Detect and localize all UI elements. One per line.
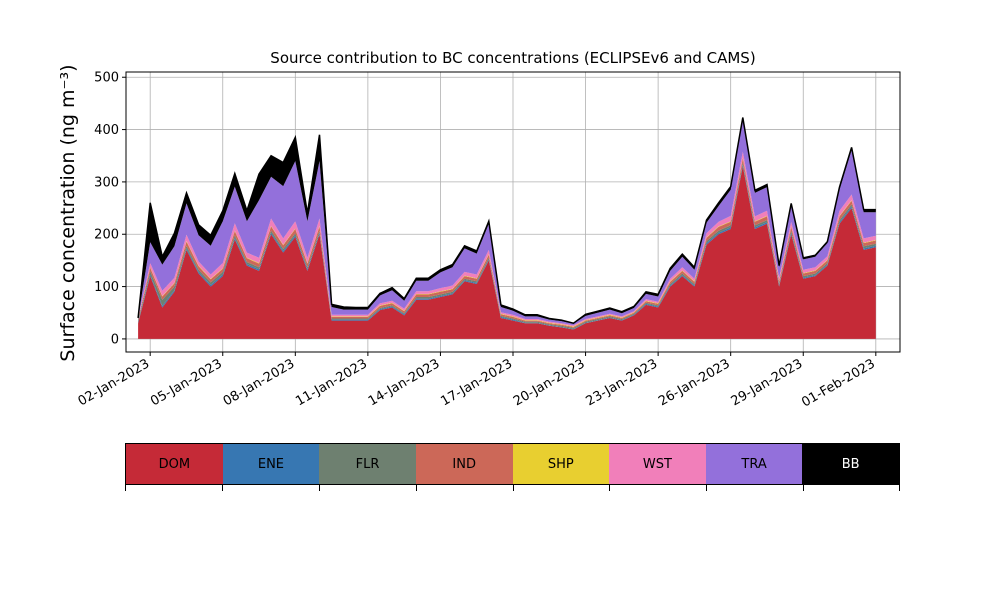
legend-tick xyxy=(706,485,707,491)
area-dom xyxy=(138,166,876,339)
y-tick-label: 300 xyxy=(94,175,119,190)
legend-cell-ene: ENE xyxy=(222,444,320,484)
y-tick-label: 100 xyxy=(94,280,119,295)
legend-ticks xyxy=(125,485,900,491)
x-tick-label: 29-Jan-2023 xyxy=(729,356,806,409)
x-tick-label: 01-Feb-2023 xyxy=(799,356,878,410)
legend-tick xyxy=(125,485,126,491)
chart-title: Source contribution to BC concentrations… xyxy=(270,49,756,67)
legend-cell-bb: BB xyxy=(802,444,899,484)
y-axis-label: Surface concentration (ng m⁻³) xyxy=(57,64,79,362)
total-line xyxy=(137,117,876,325)
x-tick-label: 14-Jan-2023 xyxy=(366,356,443,409)
legend-tick xyxy=(609,485,610,491)
x-tick-label: 26-Jan-2023 xyxy=(656,356,733,409)
legend-tick xyxy=(319,485,320,491)
x-tick-label: 08-Jan-2023 xyxy=(221,356,298,409)
legend-cell-ind: IND xyxy=(415,444,513,484)
x-tick-label: 20-Jan-2023 xyxy=(511,356,588,409)
area-flr xyxy=(138,162,876,329)
legend-colorbar: DOM ENE FLR IND SHP WST TRA BB xyxy=(125,443,900,485)
legend-tick xyxy=(416,485,417,491)
legend-tick xyxy=(899,485,900,491)
y-tick-label: 400 xyxy=(94,123,119,138)
area-tra xyxy=(138,120,876,326)
y-tick-label: 0 xyxy=(111,332,119,347)
legend-tick xyxy=(222,485,223,491)
x-tick-label: 05-Jan-2023 xyxy=(148,356,225,409)
legend-tick xyxy=(803,485,804,491)
legend-cell-shp: SHP xyxy=(512,444,610,484)
legend-cell-tra: TRA xyxy=(705,444,803,484)
x-tick-label: 23-Jan-2023 xyxy=(584,356,661,409)
y-tick-label: 500 xyxy=(94,71,119,86)
legend-cell-flr: FLR xyxy=(319,444,416,484)
x-tick-label: 17-Jan-2023 xyxy=(438,356,515,409)
x-tick-label: 02-Jan-2023 xyxy=(76,356,153,409)
legend-cell-dom: DOM xyxy=(126,444,223,484)
legend-tick xyxy=(513,485,514,491)
area-wst xyxy=(138,151,876,327)
legend-cell-wst: WST xyxy=(609,444,706,484)
x-tick-label: 11-Jan-2023 xyxy=(293,356,370,409)
y-tick-label: 200 xyxy=(94,228,119,243)
area-ind xyxy=(138,158,876,328)
